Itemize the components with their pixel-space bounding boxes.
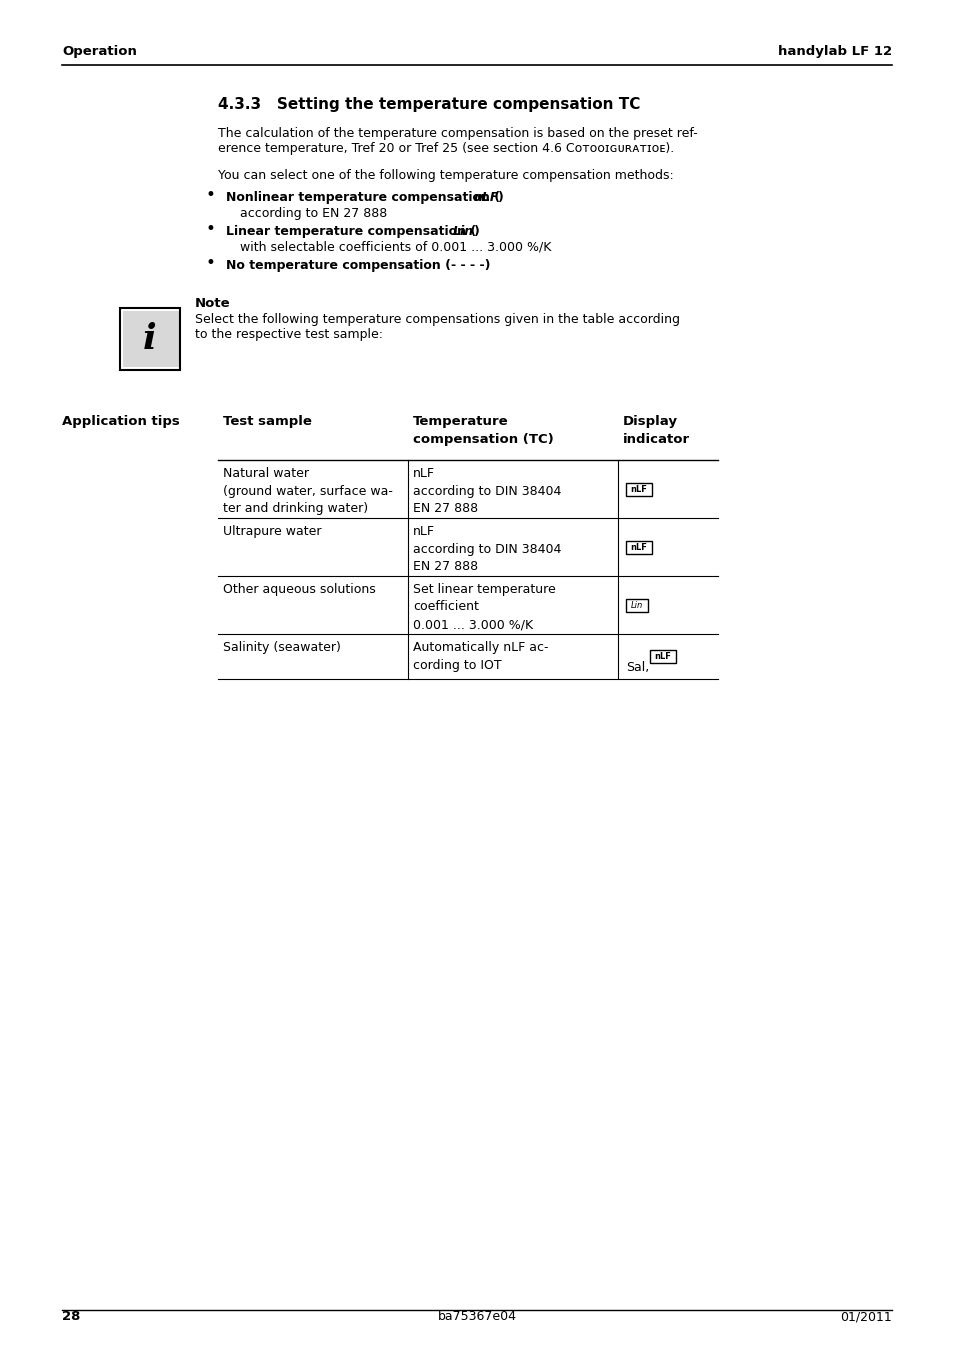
Bar [649,650,676,663]
Bar [123,311,180,367]
Text: Salinity (seawater): Salinity (seawater) [223,640,340,654]
Text: You can select one of the following temperature compensation methods:: You can select one of the following temp… [218,169,673,182]
Text: nLF: nLF [630,543,647,551]
Text: Other aqueous solutions: Other aqueous solutions [223,584,375,596]
Text: Nonlinear temperature compensation (: Nonlinear temperature compensation ( [226,190,499,204]
Text: ): ) [497,190,503,204]
Text: ): ) [474,226,479,238]
Text: No temperature compensation (- - - -): No temperature compensation (- - - -) [226,259,490,272]
Text: The calculation of the temperature compensation is based on the preset ref-: The calculation of the temperature compe… [218,127,697,141]
Text: Note: Note [194,297,231,309]
Text: i: i [143,322,156,357]
Text: Ultrapure water: Ultrapure water [223,526,321,538]
Text: ba75367e04: ba75367e04 [437,1310,516,1323]
Bar [625,598,647,612]
Text: nLF
according to DIN 38404
EN 27 888: nLF according to DIN 38404 EN 27 888 [413,526,560,573]
Text: nLF: nLF [474,190,498,204]
Text: 4.3.3   Setting the temperature compensation TC: 4.3.3 Setting the temperature compensati… [218,97,639,112]
Text: Automatically nLF ac-
cording to IOT: Automatically nLF ac- cording to IOT [413,640,548,671]
Text: nLF: nLF [630,485,647,493]
Text: Set linear temperature
coefficient
0.001 ... 3.000 %/K: Set linear temperature coefficient 0.001… [413,584,556,631]
Text: according to EN 27 888: according to EN 27 888 [240,207,387,220]
Text: Sal,: Sal, [625,662,649,674]
Bar [625,540,651,554]
Text: Temperature
compensation (TC): Temperature compensation (TC) [413,415,553,446]
Text: •: • [206,254,215,272]
Text: handylab LF 12: handylab LF 12 [777,45,891,58]
Text: nLF: nLF [654,653,671,661]
Text: Lin: Lin [453,226,474,238]
Bar [625,482,651,496]
Text: Test sample: Test sample [223,415,312,428]
Text: erence temperature, Tref 20 or Tref 25 (see section 4.6 Cᴏᴛᴏᴏɪɢᴜʀᴀᴛɪᴏᴇ).: erence temperature, Tref 20 or Tref 25 (… [218,142,674,155]
Text: •: • [206,186,215,204]
Text: Linear temperature compensation (: Linear temperature compensation ( [226,226,476,238]
Text: Select the following temperature compensations given in the table according: Select the following temperature compens… [194,313,679,326]
Text: 01/2011: 01/2011 [840,1310,891,1323]
Bar [120,308,180,370]
Text: Natural water
(ground water, surface wa-
ter and drinking water): Natural water (ground water, surface wa-… [223,467,393,515]
Text: •: • [206,220,215,238]
Text: to the respective test sample:: to the respective test sample: [194,328,382,340]
Text: nLF
according to DIN 38404
EN 27 888: nLF according to DIN 38404 EN 27 888 [413,467,560,515]
Text: 28: 28 [62,1310,80,1323]
Text: Operation: Operation [62,45,136,58]
Text: with selectable coefficients of 0.001 ... 3.000 %/K: with selectable coefficients of 0.001 ..… [240,240,551,254]
Text: Display
indicator: Display indicator [622,415,689,446]
Text: Application tips: Application tips [62,415,179,428]
Text: Lin: Lin [630,600,642,609]
